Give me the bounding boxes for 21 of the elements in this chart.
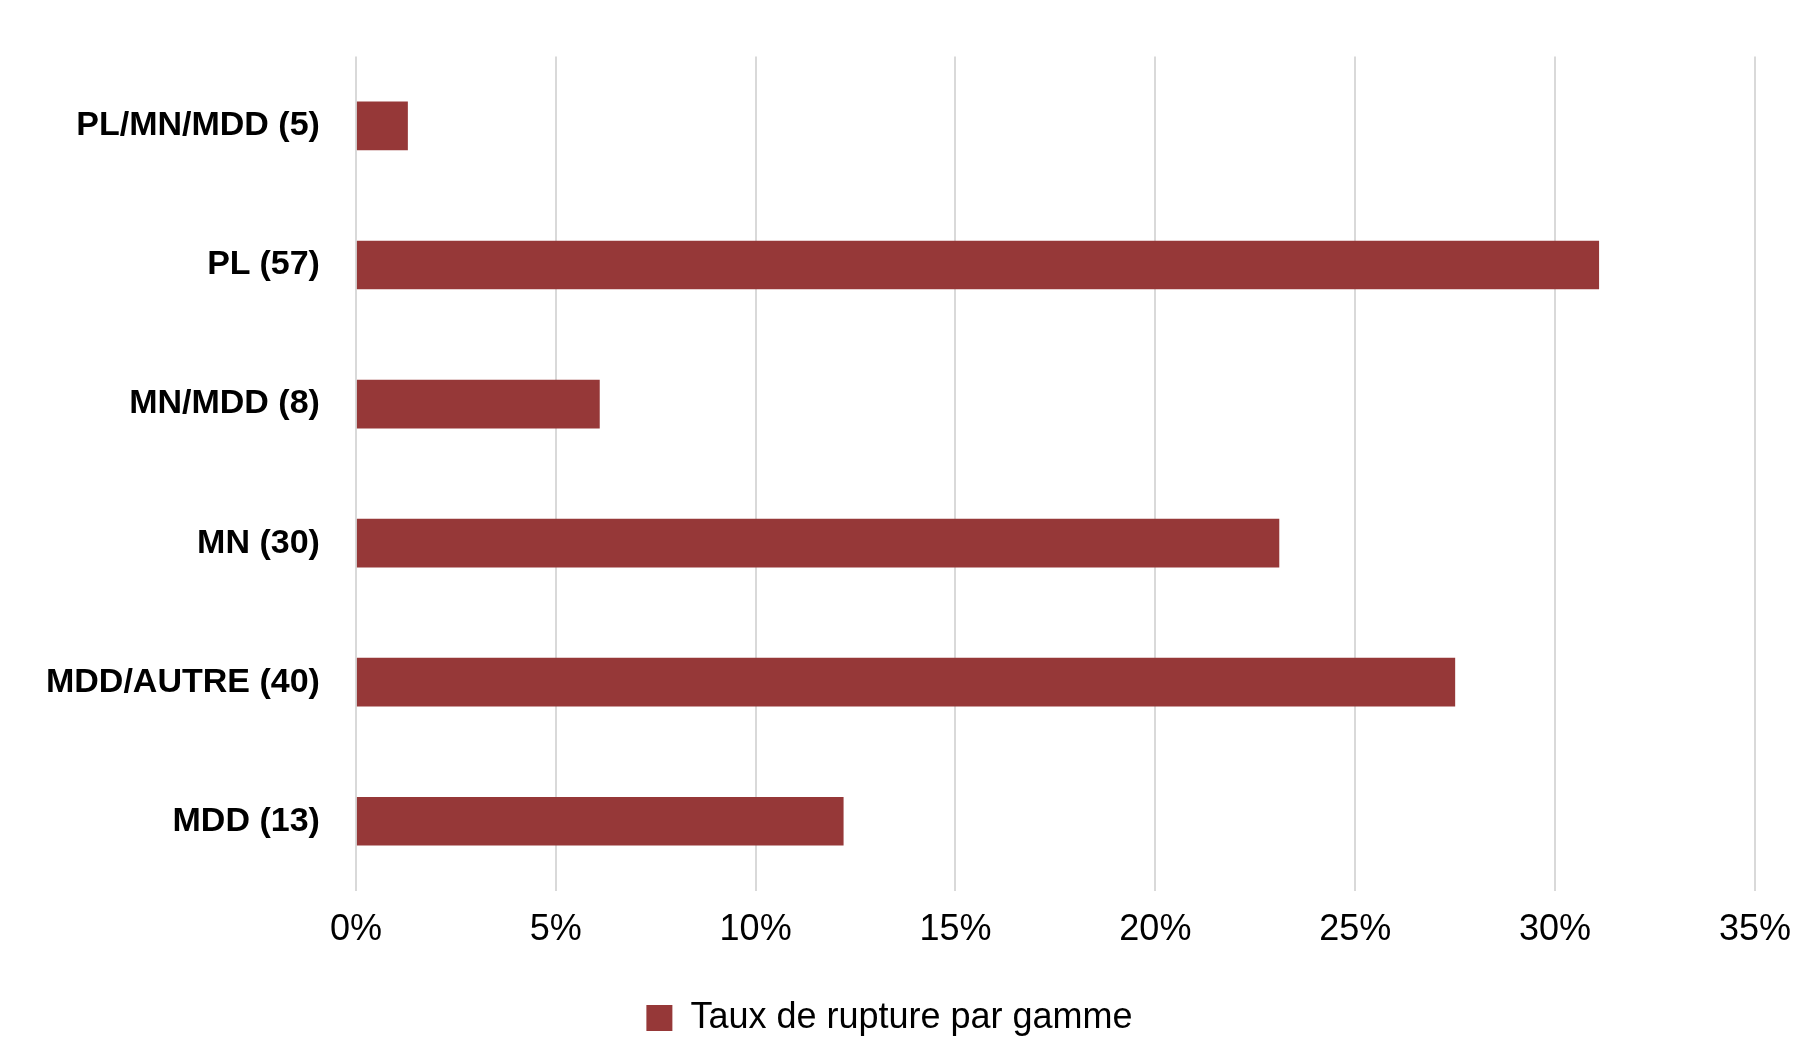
y-tick-label: MDD/AUTRE (40) xyxy=(45,660,320,699)
bar xyxy=(356,518,1280,568)
y-tick-label: MDD (13) xyxy=(172,799,320,838)
x-tick-label: 5% xyxy=(529,907,582,949)
y-tick-label: MN (30) xyxy=(197,521,320,560)
x-tick-label: 15% xyxy=(919,907,992,949)
x-tick-label: 20% xyxy=(1119,907,1192,949)
bar xyxy=(356,657,1456,707)
x-tick-label: 0% xyxy=(329,907,382,949)
bar xyxy=(356,379,600,429)
y-tick-label: PL (57) xyxy=(207,243,320,282)
y-tick-label: PL/MN/MDD (5) xyxy=(76,104,320,143)
bar xyxy=(356,101,408,151)
x-tick-label: 30% xyxy=(1519,907,1592,949)
x-tick-label: 35% xyxy=(1718,907,1791,949)
bar xyxy=(356,796,844,846)
x-tick-label: 10% xyxy=(719,907,792,949)
x-tick-label: 25% xyxy=(1319,907,1392,949)
legend-label: Taux de rupture par gamme xyxy=(690,994,1133,1036)
bar xyxy=(356,240,1600,290)
y-tick-label: MN/MDD (8) xyxy=(129,382,320,421)
